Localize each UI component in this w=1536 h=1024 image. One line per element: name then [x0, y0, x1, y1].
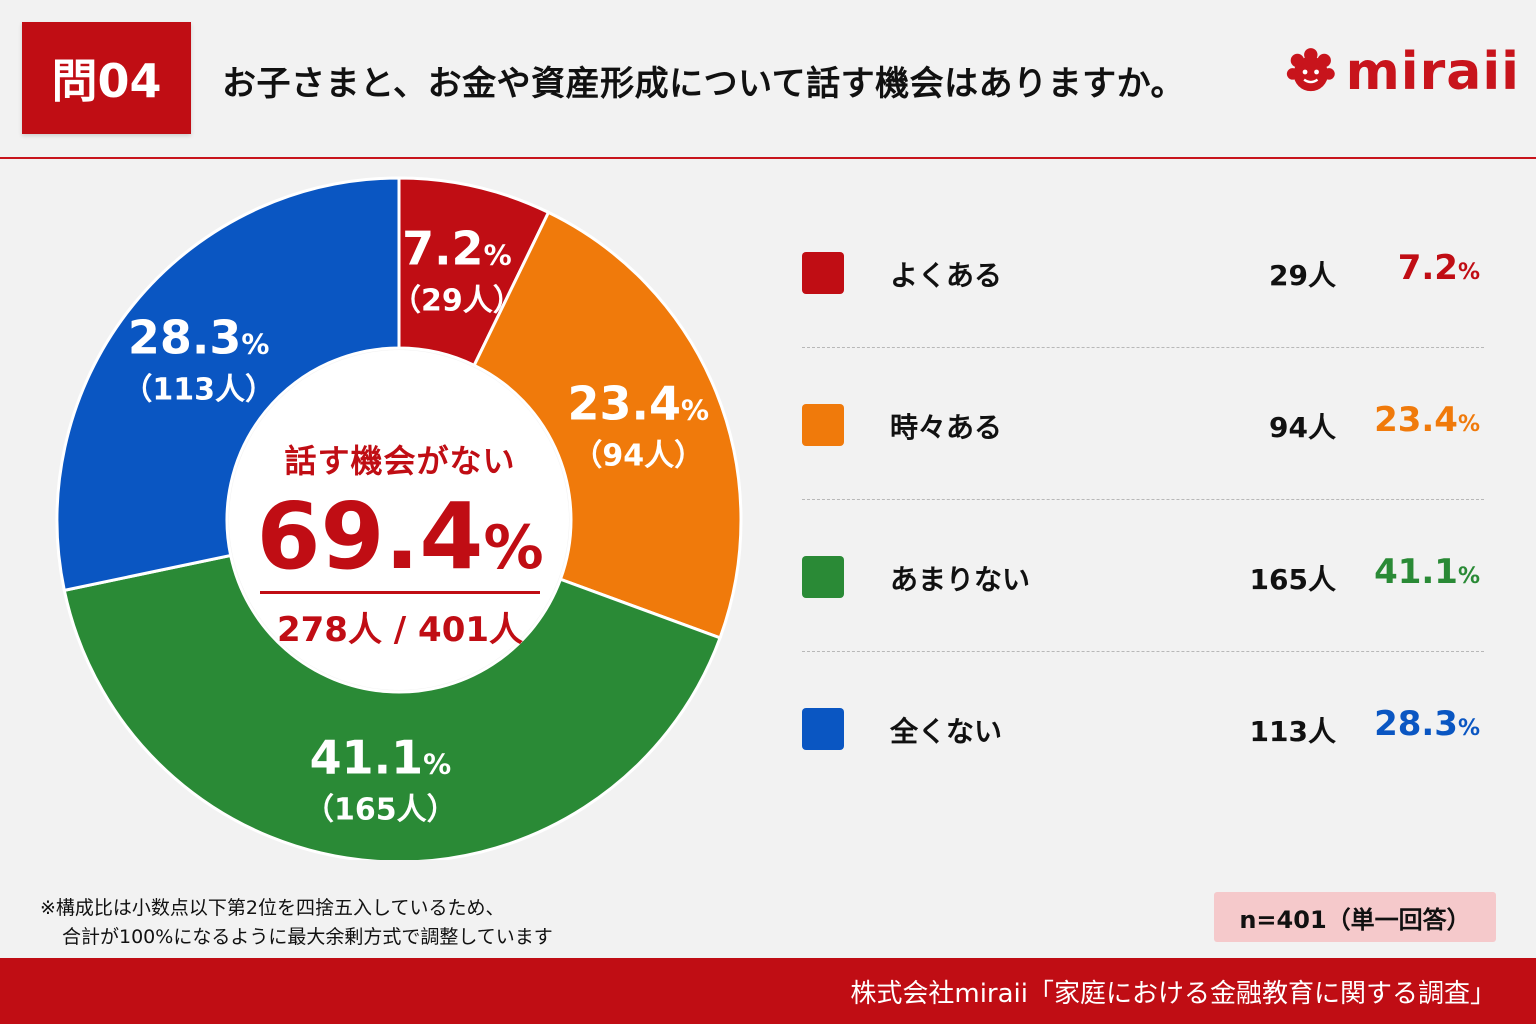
miraii-logo: miraii [1284, 40, 1520, 104]
legend-count: 29人 [1269, 259, 1336, 292]
legend-row: あまりない 165人 41.1% [802, 500, 1484, 652]
question-number-badge: 問04 [22, 22, 191, 134]
legend-percent: 41.1% [1374, 552, 1480, 592]
legend-percent: 7.2% [1397, 248, 1480, 288]
donut-chart: 7.2%（29人）23.4%（94人）41.1%（165人）28.3%（113人… [55, 176, 743, 860]
legend-label: 時々ある [890, 411, 1003, 444]
legend-percent: 23.4% [1374, 400, 1480, 440]
footer-source: 株式会社miraii「家庭における金融教育に関する調査」 [0, 958, 1536, 1024]
slice-count-label: （165人） [304, 792, 457, 827]
legend-count: 113人 [1249, 715, 1336, 748]
center-value: 69.4% [256, 483, 544, 590]
legend-count: 165人 [1249, 563, 1336, 596]
slice-count-label: （113人） [122, 372, 275, 407]
legend-row: 全くない 113人 28.3% [802, 652, 1484, 804]
legend-percent: 28.3% [1374, 704, 1480, 744]
slice-never [55, 176, 401, 593]
mascot-icon [1286, 48, 1335, 92]
legend-row: 時々ある 94人 23.4% [802, 348, 1484, 500]
legend-label: あまりない [890, 563, 1031, 596]
legend-swatch [802, 252, 844, 294]
slice-rarely [62, 553, 722, 860]
legend: よくある 29人 7.2% 時々ある 94人 23.4% あまりない 165人 41.1% 全くな… [802, 196, 1484, 804]
legend-swatch [802, 556, 844, 598]
donut-center-summary: 話す機会がない 69.4% 278人 / 401人 [240, 436, 560, 651]
question-title: お子さまと、お金や資産形成について話す機会はありますか。 [222, 64, 1185, 104]
footnote: ※構成比は小数点以下第2位を四捨五入しているため、 合計が100%になるように最… [40, 894, 553, 951]
footnote-line-2: 合計が100%になるように最大余剰方式で調整しています [62, 925, 553, 948]
legend-row: よくある 29人 7.2% [802, 196, 1484, 348]
center-count: 278人 / 401人 [276, 610, 524, 651]
center-divider [260, 591, 540, 595]
sample-size-badge: n=401（単一回答） [1214, 892, 1496, 942]
legend-swatch [802, 404, 844, 446]
slice-count-label: （94人） [572, 439, 704, 474]
footnote-line-1: ※構成比は小数点以下第2位を四捨五入しているため、 [40, 897, 505, 919]
legend-swatch [802, 708, 844, 750]
slice-sometimes [472, 210, 743, 640]
logo-text: miraii [1345, 42, 1520, 102]
header-divider [0, 157, 1536, 159]
donut-hole [229, 350, 569, 690]
legend-label: 全くない [890, 715, 1003, 748]
center-title: 話す機会がない [284, 442, 516, 480]
legend-label: よくある [890, 259, 1003, 292]
legend-count: 94人 [1269, 411, 1336, 444]
